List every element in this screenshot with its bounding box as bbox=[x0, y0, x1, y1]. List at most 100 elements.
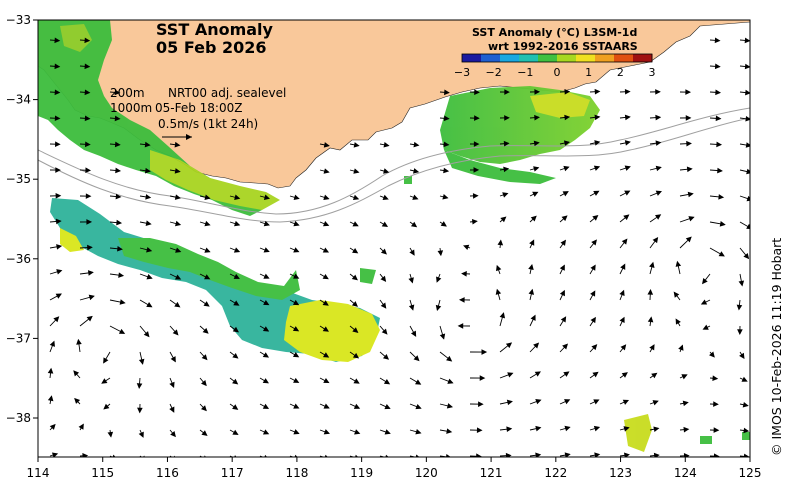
current-arrow-head bbox=[408, 304, 415, 311]
colorbar-swatch bbox=[614, 54, 634, 62]
current-arrow-head bbox=[497, 239, 504, 246]
colorbar-tick-label: −1 bbox=[517, 66, 533, 79]
sealevel-time-label: 05-Feb 18:00Z bbox=[155, 101, 242, 115]
current-arrow-head bbox=[702, 278, 708, 285]
current-arrow-head bbox=[592, 214, 599, 221]
colorbar-swatch bbox=[481, 54, 501, 62]
current-arrow-head bbox=[619, 289, 625, 297]
y-tick-label: −36 bbox=[6, 252, 31, 266]
current-arrow-head bbox=[114, 89, 121, 96]
current-arrow-head bbox=[564, 88, 571, 95]
current-arrow-head bbox=[114, 141, 121, 148]
current-arrow-head bbox=[647, 289, 654, 295]
current-arrow-head bbox=[146, 274, 153, 280]
current-arrow-head bbox=[739, 352, 745, 360]
current-arrow-head bbox=[686, 166, 693, 173]
y-tick-label: −34 bbox=[6, 93, 31, 107]
anomaly-east-yellow-2 bbox=[530, 92, 590, 118]
colorbar-swatch bbox=[595, 54, 615, 62]
current-arrow-head bbox=[119, 299, 126, 305]
current-arrow-head bbox=[115, 193, 122, 200]
current-arrow-head bbox=[440, 221, 447, 227]
current-arrow-head bbox=[233, 273, 240, 279]
current-arrow-head bbox=[292, 326, 300, 332]
current-arrow-head bbox=[408, 277, 414, 284]
current-arrow-head bbox=[322, 300, 329, 306]
current-arrow-head bbox=[528, 263, 534, 271]
current-arrow-head bbox=[382, 353, 390, 360]
current-arrow-head bbox=[655, 165, 662, 172]
colorbar-swatch bbox=[557, 54, 577, 62]
x-tick-label: 119 bbox=[350, 466, 373, 480]
current-arrow-head bbox=[55, 167, 61, 173]
current-arrow-head bbox=[590, 290, 596, 297]
current-arrow-head bbox=[201, 430, 208, 436]
current-arrow-head bbox=[714, 37, 721, 44]
current-arrow-head bbox=[593, 190, 600, 196]
current-arrow-head bbox=[263, 220, 270, 227]
current-arrow-head bbox=[103, 357, 109, 364]
current-arrow-head bbox=[292, 352, 300, 358]
current-arrow-head bbox=[435, 304, 442, 312]
current-arrow-head bbox=[380, 275, 387, 282]
current-arrow-head bbox=[741, 376, 748, 382]
current-arrow-head bbox=[746, 168, 750, 175]
current-arrow-head bbox=[593, 425, 601, 432]
current-arrow-head bbox=[718, 251, 725, 257]
current-arrow-head bbox=[413, 355, 420, 362]
current-arrow-head bbox=[591, 239, 597, 246]
current-arrow-head bbox=[53, 316, 60, 323]
colorbar-subtitle: wrt 1992-2016 SSTAARS bbox=[488, 40, 638, 53]
current-arrow-head bbox=[563, 371, 570, 377]
current-arrow-head bbox=[233, 247, 241, 253]
contour-200m-label: 200m bbox=[110, 86, 145, 100]
current-arrow-head bbox=[471, 218, 478, 225]
current-arrow-head bbox=[84, 89, 91, 96]
bathymetry-contours bbox=[38, 107, 750, 223]
current-arrow-head bbox=[717, 167, 723, 174]
x-tick-label: 120 bbox=[415, 466, 438, 480]
current-arrow-head bbox=[170, 431, 176, 438]
vector-scale-label: 0.5m/s (1kt 24h) bbox=[158, 117, 258, 131]
current-arrow-head bbox=[532, 191, 539, 197]
current-arrow-head bbox=[174, 274, 182, 280]
current-arrow-head bbox=[619, 316, 625, 323]
current-arrow-head bbox=[481, 349, 488, 355]
current-arrow-head bbox=[713, 453, 720, 457]
current-arrow-head bbox=[323, 142, 330, 148]
current-arrow-head bbox=[499, 312, 506, 319]
current-arrow-head bbox=[415, 379, 422, 385]
current-arrow-head bbox=[114, 115, 121, 122]
current-arrow-head bbox=[144, 167, 151, 174]
current-arrow-head bbox=[144, 141, 151, 148]
current-arrow-head bbox=[118, 272, 125, 278]
current-arrow-head bbox=[745, 115, 750, 122]
current-arrow-head bbox=[473, 167, 480, 173]
current-arrow-head bbox=[474, 115, 480, 121]
y-tick-label: −33 bbox=[6, 13, 31, 27]
current-arrow-head bbox=[74, 397, 81, 404]
colorbar-swatch bbox=[500, 54, 520, 62]
current-arrow-head bbox=[263, 273, 270, 279]
current-arrow-head bbox=[262, 352, 270, 358]
current-arrow-head bbox=[86, 219, 93, 225]
current-arrow-head bbox=[380, 248, 387, 255]
current-arrow-head bbox=[743, 453, 750, 457]
current-arrow-head bbox=[293, 273, 300, 279]
current-arrow-head bbox=[744, 63, 750, 70]
current-arrow-head bbox=[352, 327, 359, 333]
current-arrow-head bbox=[84, 115, 91, 122]
current-arrow-head bbox=[621, 372, 628, 378]
current-arrow-head bbox=[504, 115, 510, 121]
current-arrow-head bbox=[293, 403, 300, 409]
current-arrow-head bbox=[78, 423, 84, 430]
current-arrow-head bbox=[352, 221, 359, 227]
current-arrow-head bbox=[506, 426, 513, 433]
current-arrow-head bbox=[685, 236, 692, 243]
current-arrow-head bbox=[624, 190, 631, 196]
current-arrow-head bbox=[353, 378, 360, 384]
current-arrow-head bbox=[174, 141, 181, 148]
current-arrow-head bbox=[352, 247, 359, 254]
current-arrow-head bbox=[87, 244, 93, 251]
current-arrow-head bbox=[352, 194, 360, 201]
